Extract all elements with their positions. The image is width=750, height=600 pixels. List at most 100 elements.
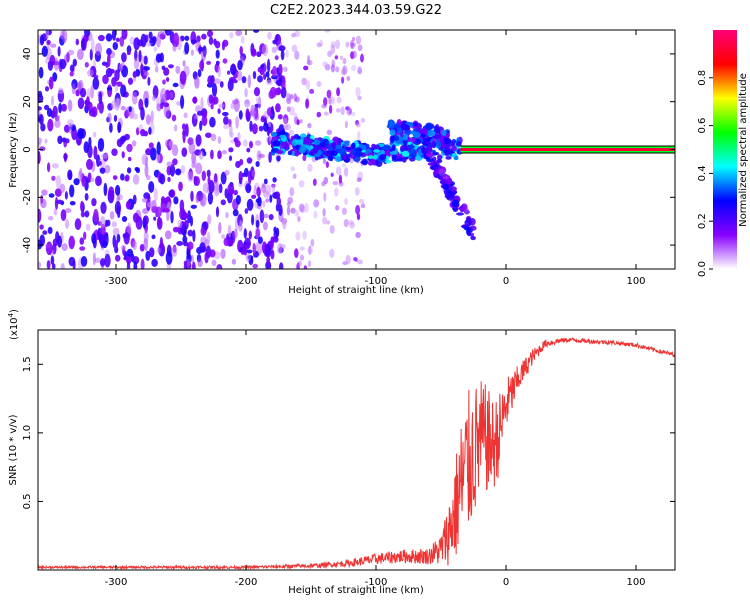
noise-blob	[114, 184, 121, 196]
trace-blob	[342, 142, 350, 147]
noise-blob	[345, 254, 351, 265]
trace-blob	[438, 168, 446, 177]
trace-blob	[330, 150, 338, 157]
noise-blob	[244, 100, 251, 108]
noise-blob	[61, 103, 67, 112]
trace-blob	[443, 189, 449, 195]
trace-blob	[271, 131, 278, 137]
noise-blob	[305, 80, 311, 90]
noise-blob	[234, 140, 241, 148]
noise-blob	[207, 191, 214, 205]
noise-blob	[116, 138, 123, 148]
noise-blob	[132, 212, 140, 223]
noise-blob	[342, 57, 347, 65]
noise-blob	[235, 194, 241, 205]
noise-blob	[273, 226, 277, 234]
trace-blob	[360, 144, 367, 150]
noise-blob	[170, 210, 174, 224]
noise-blob	[351, 111, 356, 117]
noise-blob	[114, 200, 122, 215]
noise-blob	[199, 150, 204, 160]
noise-blob	[188, 141, 196, 155]
noise-blob	[231, 63, 236, 72]
trace-blob	[373, 149, 381, 153]
noise-blob	[326, 89, 332, 99]
noise-blob	[304, 202, 309, 213]
noise-blob	[148, 142, 154, 149]
noise-blob	[101, 153, 109, 159]
noise-blob	[305, 98, 310, 109]
noise-blob	[116, 196, 121, 203]
noise-blob	[93, 208, 99, 223]
noise-blob	[165, 139, 169, 148]
noise-blob	[182, 60, 186, 67]
noise-blob	[159, 236, 164, 251]
noise-blob	[116, 233, 121, 243]
trace-blob	[389, 151, 396, 155]
noise-blob	[339, 55, 343, 61]
noise-blob	[168, 190, 175, 198]
noise-blob	[44, 138, 48, 144]
noise-blob	[295, 96, 300, 103]
noise-blob	[240, 35, 245, 44]
noise-blob	[116, 97, 122, 109]
noise-blob	[270, 106, 274, 115]
noise-blob	[72, 58, 77, 67]
noise-blob	[335, 108, 341, 113]
trace-blob	[280, 141, 289, 149]
noise-blob	[243, 139, 248, 147]
snr-multiplier-label: (x104)	[7, 309, 20, 340]
noise-blob	[232, 79, 238, 84]
trace-blob	[436, 154, 443, 161]
noise-blob	[199, 120, 203, 131]
noise-blob	[332, 180, 339, 186]
noise-blob	[135, 167, 141, 174]
noise-blob	[328, 96, 332, 105]
noise-blob	[80, 200, 84, 212]
noise-blob	[115, 254, 121, 262]
colorbar-tick-label: 0.4	[697, 165, 708, 181]
noise-blob	[157, 31, 165, 38]
noise-blob	[112, 41, 119, 51]
noise-blob	[246, 249, 253, 254]
noise-blob	[251, 169, 256, 177]
noise-blob	[126, 51, 131, 56]
noise-blob	[324, 30, 331, 33]
noise-blob	[232, 209, 239, 217]
trace-blob	[339, 148, 347, 156]
noise-blob	[360, 53, 364, 63]
noise-blob	[160, 196, 166, 204]
noise-blob	[172, 226, 180, 233]
noise-blob	[357, 65, 362, 72]
noise-blob	[274, 191, 281, 200]
noise-blob	[182, 129, 186, 144]
noise-blob	[225, 211, 229, 219]
noise-blob	[48, 76, 54, 90]
noise-blob	[148, 31, 153, 40]
noise-blob	[215, 49, 220, 59]
noise-blob	[91, 233, 97, 245]
noise-blob	[69, 184, 75, 198]
noise-blob	[172, 82, 179, 88]
noise-blob	[52, 238, 59, 247]
noise-blob	[239, 247, 244, 253]
noise-blob	[181, 123, 187, 131]
noise-blob	[297, 215, 301, 223]
noise-blob	[264, 184, 272, 195]
noise-blob	[254, 140, 262, 146]
noise-blob	[142, 208, 147, 214]
noise-blob	[171, 245, 178, 257]
noise-blob	[199, 242, 206, 253]
trace-blob	[337, 137, 342, 146]
noise-blob	[223, 124, 230, 130]
noise-blob	[190, 39, 198, 44]
noise-blob	[182, 211, 188, 221]
noise-blob	[307, 163, 313, 172]
trace-blob	[276, 150, 284, 155]
snr-marks	[38, 337, 675, 570]
noise-blob	[46, 108, 53, 117]
noise-blob	[100, 201, 107, 214]
noise-blob	[239, 158, 244, 166]
trace-blob	[370, 158, 375, 164]
noise-blob	[289, 93, 294, 100]
